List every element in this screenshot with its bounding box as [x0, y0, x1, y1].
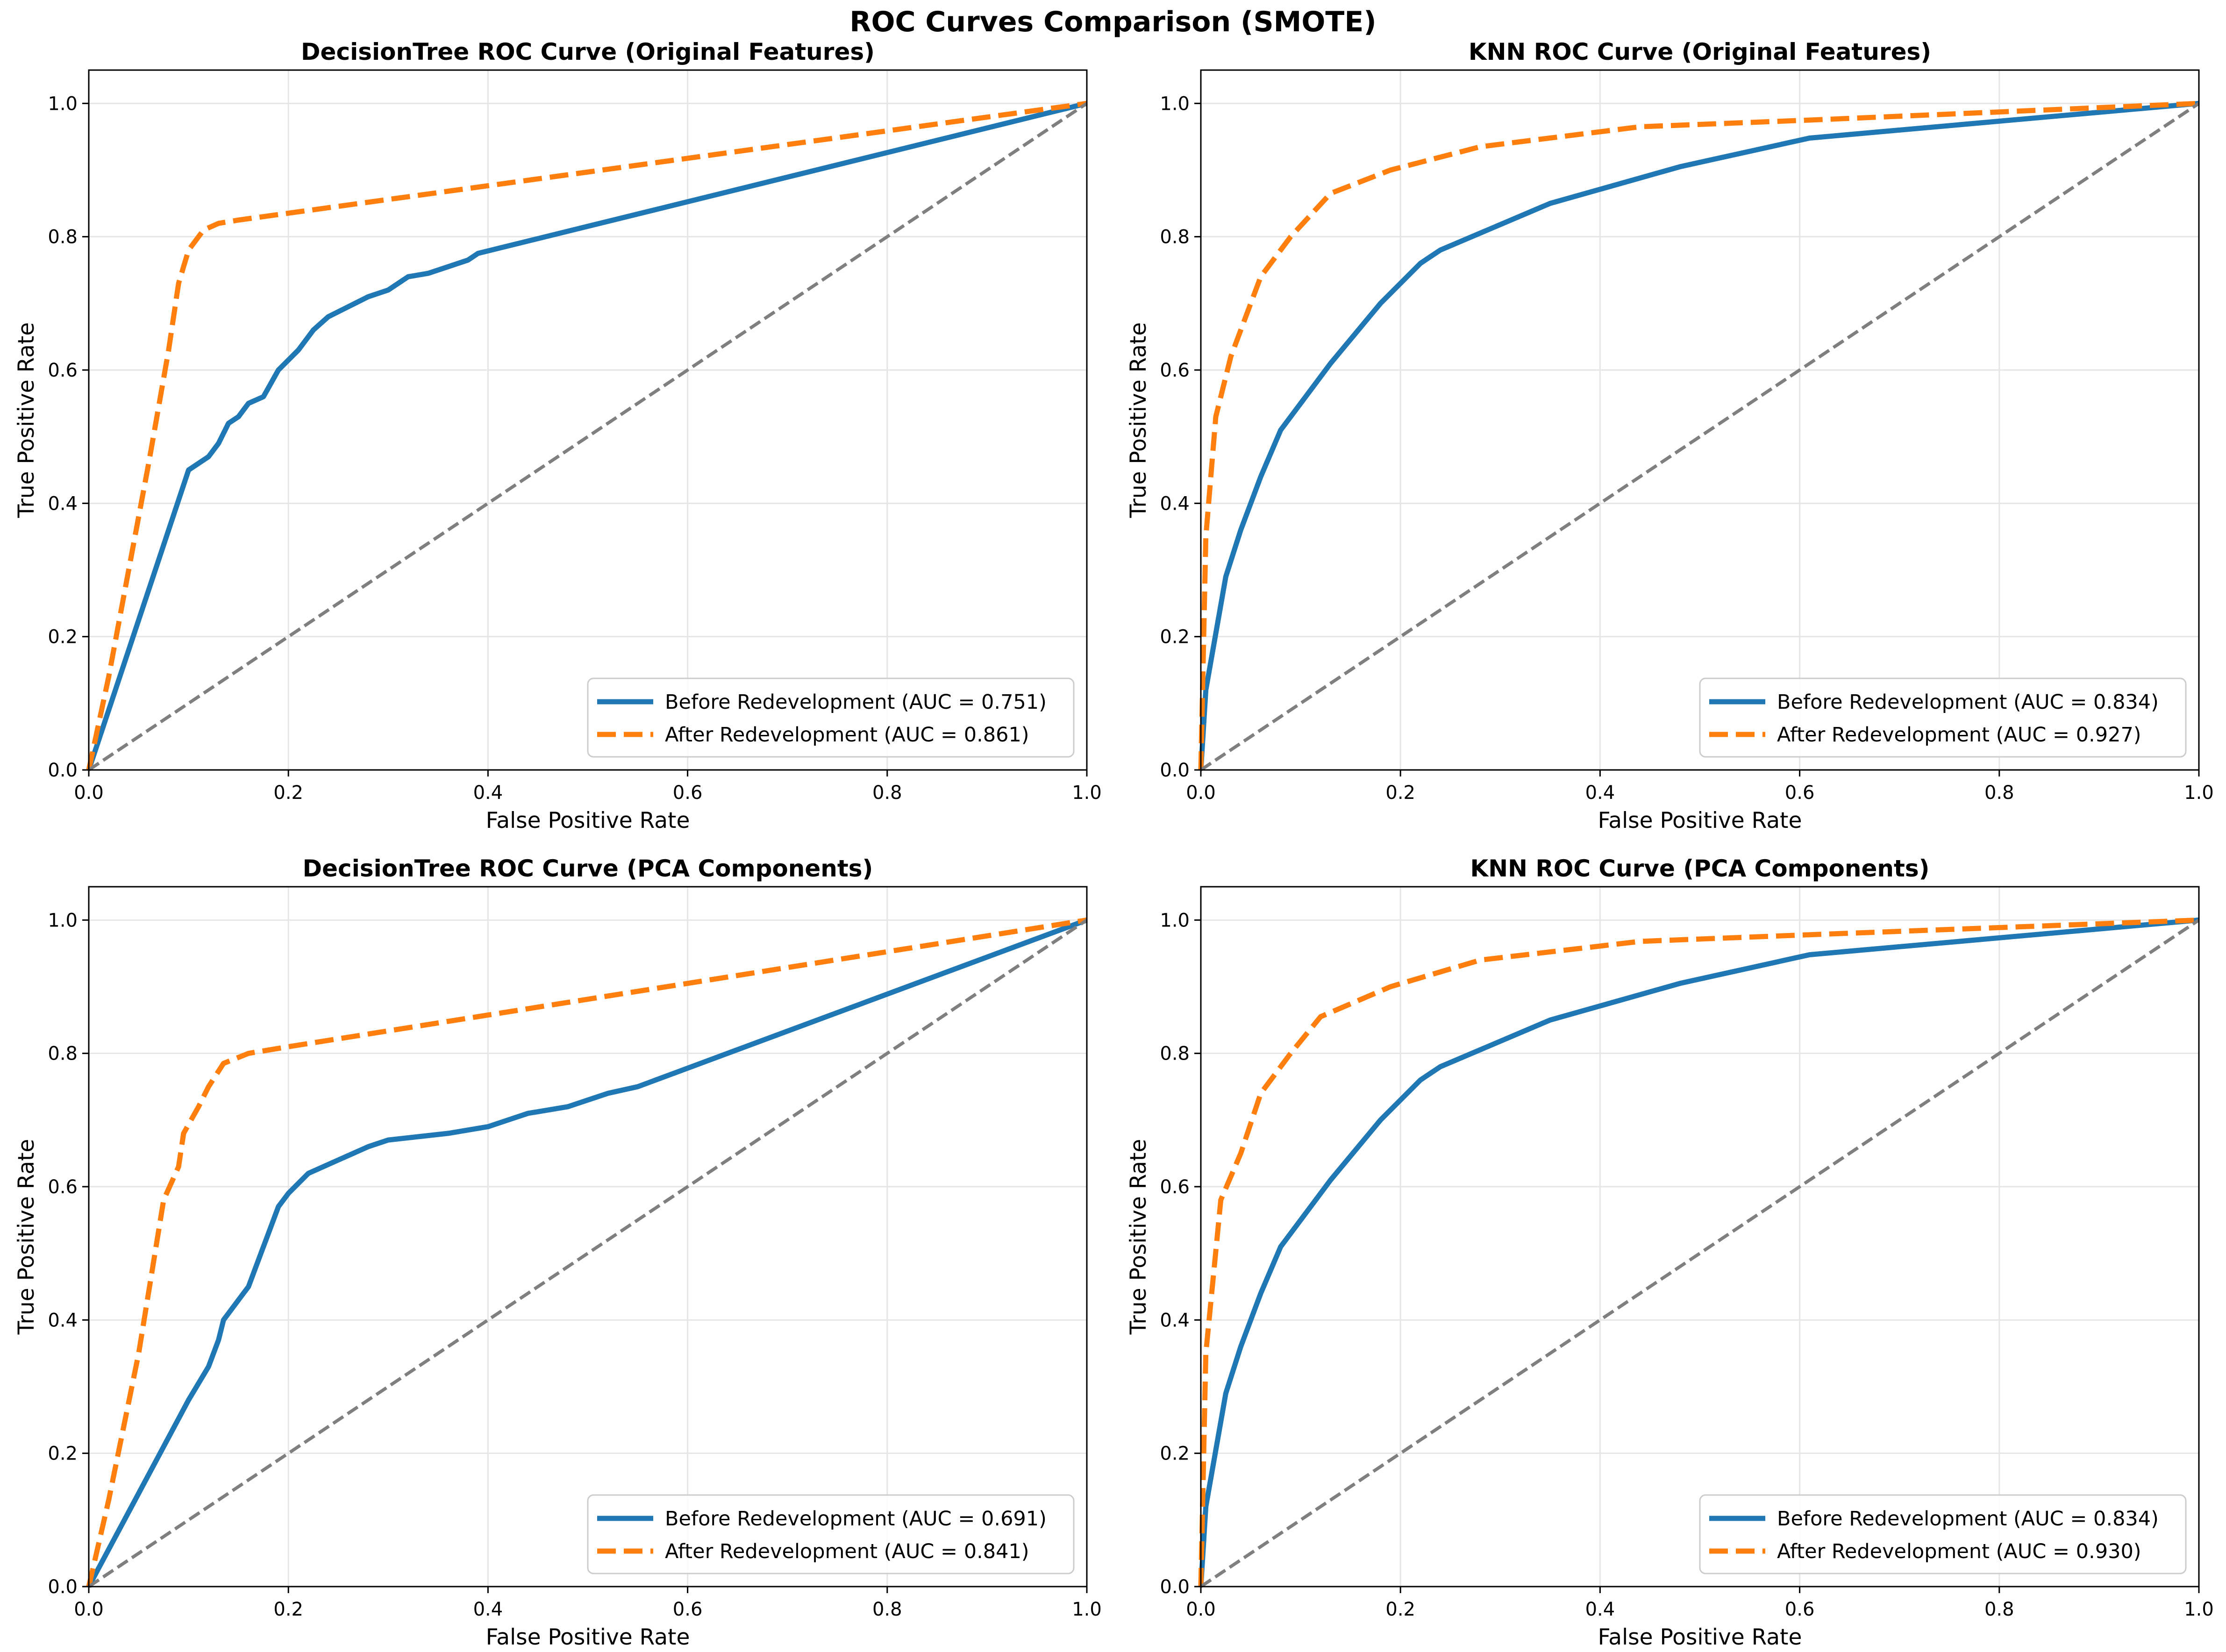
x-tick-label: 0.2	[1385, 1599, 1415, 1620]
y-tick-label: 0.8	[1160, 1043, 1190, 1065]
subplot-title: DecisionTree ROC Curve (Original Feature…	[301, 38, 875, 65]
before-series-line	[1198, 917, 2199, 1587]
y-tick-label: 0.8	[48, 227, 78, 248]
legend-label: After Redevelopment (AUC = 0.930)	[1777, 1540, 2141, 1563]
chance-diagonal-line	[1200, 102, 2200, 771]
legend: Before Redevelopment (AUC = 0.751) After …	[587, 677, 1075, 758]
y-tick-label: 1.0	[1160, 93, 1190, 114]
y-tick-label: 0.0	[48, 1576, 78, 1598]
before-series-line	[86, 100, 1088, 771]
chance-diagonal-line	[88, 102, 1088, 771]
subplot-2: 0.0 0.2 0.4 0.6 0.8 1.0 0.0 0.2 0.4 0.6 0.8 1.0 KNN …	[1126, 38, 2214, 833]
chance-diagonal-line	[1200, 919, 2200, 1588]
legend-label: Before Redevelopment (AUC = 0.751)	[665, 691, 1047, 714]
x-tick-label: 0.6	[1785, 1599, 1815, 1620]
x-tick-label: 1.0	[2184, 1599, 2214, 1620]
y-tick-label: 0.4	[48, 493, 78, 514]
y-tick-label: 0.6	[1160, 1176, 1190, 1198]
legend-box	[1699, 677, 2187, 758]
y-tick-label: 1.0	[48, 910, 78, 931]
x-tick-label: 0.2	[273, 1599, 303, 1620]
legend-label: After Redevelopment (AUC = 0.841)	[665, 1540, 1029, 1563]
y-tick-label: 0.4	[48, 1310, 78, 1331]
legend-label: After Redevelopment (AUC = 0.927)	[1777, 723, 2141, 747]
y-tick-label: 0.6	[1160, 360, 1190, 381]
chance-diagonal-line	[88, 919, 1088, 1588]
legend: Before Redevelopment (AUC = 0.834) After …	[1699, 677, 2187, 758]
y-tick-label: 0.2	[1160, 1443, 1190, 1465]
axes-frame	[88, 69, 1088, 771]
after-series-line	[1198, 100, 2199, 770]
x-tick-label: 0.4	[473, 1599, 503, 1620]
x-tick-label: 0.4	[1585, 1599, 1615, 1620]
x-tick-label: 0.8	[872, 782, 902, 804]
axes-frame	[1200, 886, 2200, 1588]
x-tick-label: 0.0	[74, 1599, 104, 1620]
subplot-1: 0.0 0.2 0.4 0.6 0.8 1.0 0.0 0.2 0.4 0.6 0.8 1.0 Deci…	[14, 38, 1102, 833]
legend-box	[587, 1494, 1075, 1574]
subplot-title: KNN ROC Curve (PCA Components)	[1470, 855, 1929, 882]
figure-title: ROC Curves Comparison (SMOTE)	[849, 6, 1377, 38]
x-axis-label: False Positive Rate	[1598, 808, 1802, 833]
x-tick-label: 0.6	[1785, 782, 1815, 804]
axes-frame	[88, 886, 1088, 1588]
x-tick-label: 1.0	[1072, 1599, 1102, 1620]
legend-label: Before Redevelopment (AUC = 0.691)	[665, 1507, 1047, 1531]
x-axis-label: False Positive Rate	[1598, 1624, 1802, 1650]
legend-box	[1699, 1494, 2187, 1574]
legend: Before Redevelopment (AUC = 0.691) After …	[587, 1494, 1075, 1574]
x-tick-label: 0.6	[673, 782, 703, 804]
x-tick-label: 1.0	[1072, 782, 1102, 804]
y-tick-label: 1.0	[1160, 910, 1190, 931]
x-tick-label: 0.4	[1585, 782, 1615, 804]
x-tick-label: 0.8	[872, 1599, 902, 1620]
subplot-4: 0.0 0.2 0.4 0.6 0.8 1.0 0.0 0.2 0.4 0.6 0.8 1.0 KNN …	[1126, 855, 2214, 1650]
subplot-title: DecisionTree ROC Curve (PCA Components)	[303, 855, 873, 882]
x-tick-label: 0.0	[1186, 1599, 1216, 1620]
y-tick-label: 0.6	[48, 360, 78, 381]
y-tick-label: 0.2	[48, 627, 78, 648]
y-axis-label: True Positive Rate	[14, 322, 39, 519]
x-tick-label: 1.0	[2184, 782, 2214, 804]
y-tick-label: 0.0	[1160, 1576, 1190, 1598]
legend-label: After Redevelopment (AUC = 0.861)	[665, 723, 1029, 747]
y-tick-label: 0.0	[1160, 760, 1190, 781]
y-tick-label: 1.0	[48, 93, 78, 114]
x-tick-label: 0.4	[473, 782, 503, 804]
legend-label: Before Redevelopment (AUC = 0.834)	[1777, 1507, 2159, 1531]
y-tick-label: 0.0	[48, 760, 78, 781]
legend: Before Redevelopment (AUC = 0.834) After …	[1699, 1494, 2187, 1574]
y-axis-label: True Positive Rate	[1126, 322, 1151, 519]
y-tick-label: 0.6	[48, 1176, 78, 1198]
x-tick-label: 0.8	[1984, 782, 2014, 804]
legend-box	[587, 677, 1075, 758]
before-series-line	[1198, 100, 2199, 770]
axes-frame	[1200, 69, 2200, 771]
x-tick-label: 0.0	[1186, 782, 1216, 804]
x-axis-label: False Positive Rate	[486, 1624, 690, 1650]
subplot-3: 0.0 0.2 0.4 0.6 0.8 1.0 0.0 0.2 0.4 0.6 0.8 1.0 Deci…	[14, 855, 1102, 1650]
y-tick-label: 0.2	[48, 1443, 78, 1465]
y-axis-label: True Positive Rate	[1126, 1139, 1151, 1335]
y-tick-label: 0.2	[1160, 627, 1190, 648]
after-series-line	[86, 100, 1087, 771]
x-tick-label: 0.6	[673, 1599, 703, 1620]
y-tick-label: 0.4	[1160, 1310, 1190, 1331]
after-series-line	[86, 917, 1087, 1588]
x-tick-label: 0.0	[74, 782, 104, 804]
before-series-line	[86, 918, 1088, 1588]
x-axis-label: False Positive Rate	[486, 808, 690, 833]
y-axis-label: True Positive Rate	[14, 1139, 39, 1335]
y-tick-label: 0.8	[1160, 227, 1190, 248]
subplot-title: KNN ROC Curve (Original Features)	[1469, 38, 1931, 65]
legend-label: Before Redevelopment (AUC = 0.834)	[1777, 691, 2159, 714]
x-tick-label: 0.2	[1385, 782, 1415, 804]
x-tick-label: 0.8	[1984, 1599, 2014, 1620]
y-tick-label: 0.8	[48, 1043, 78, 1065]
after-series-line	[1198, 917, 2199, 1587]
x-tick-label: 0.2	[273, 782, 303, 804]
y-tick-label: 0.4	[1160, 493, 1190, 514]
